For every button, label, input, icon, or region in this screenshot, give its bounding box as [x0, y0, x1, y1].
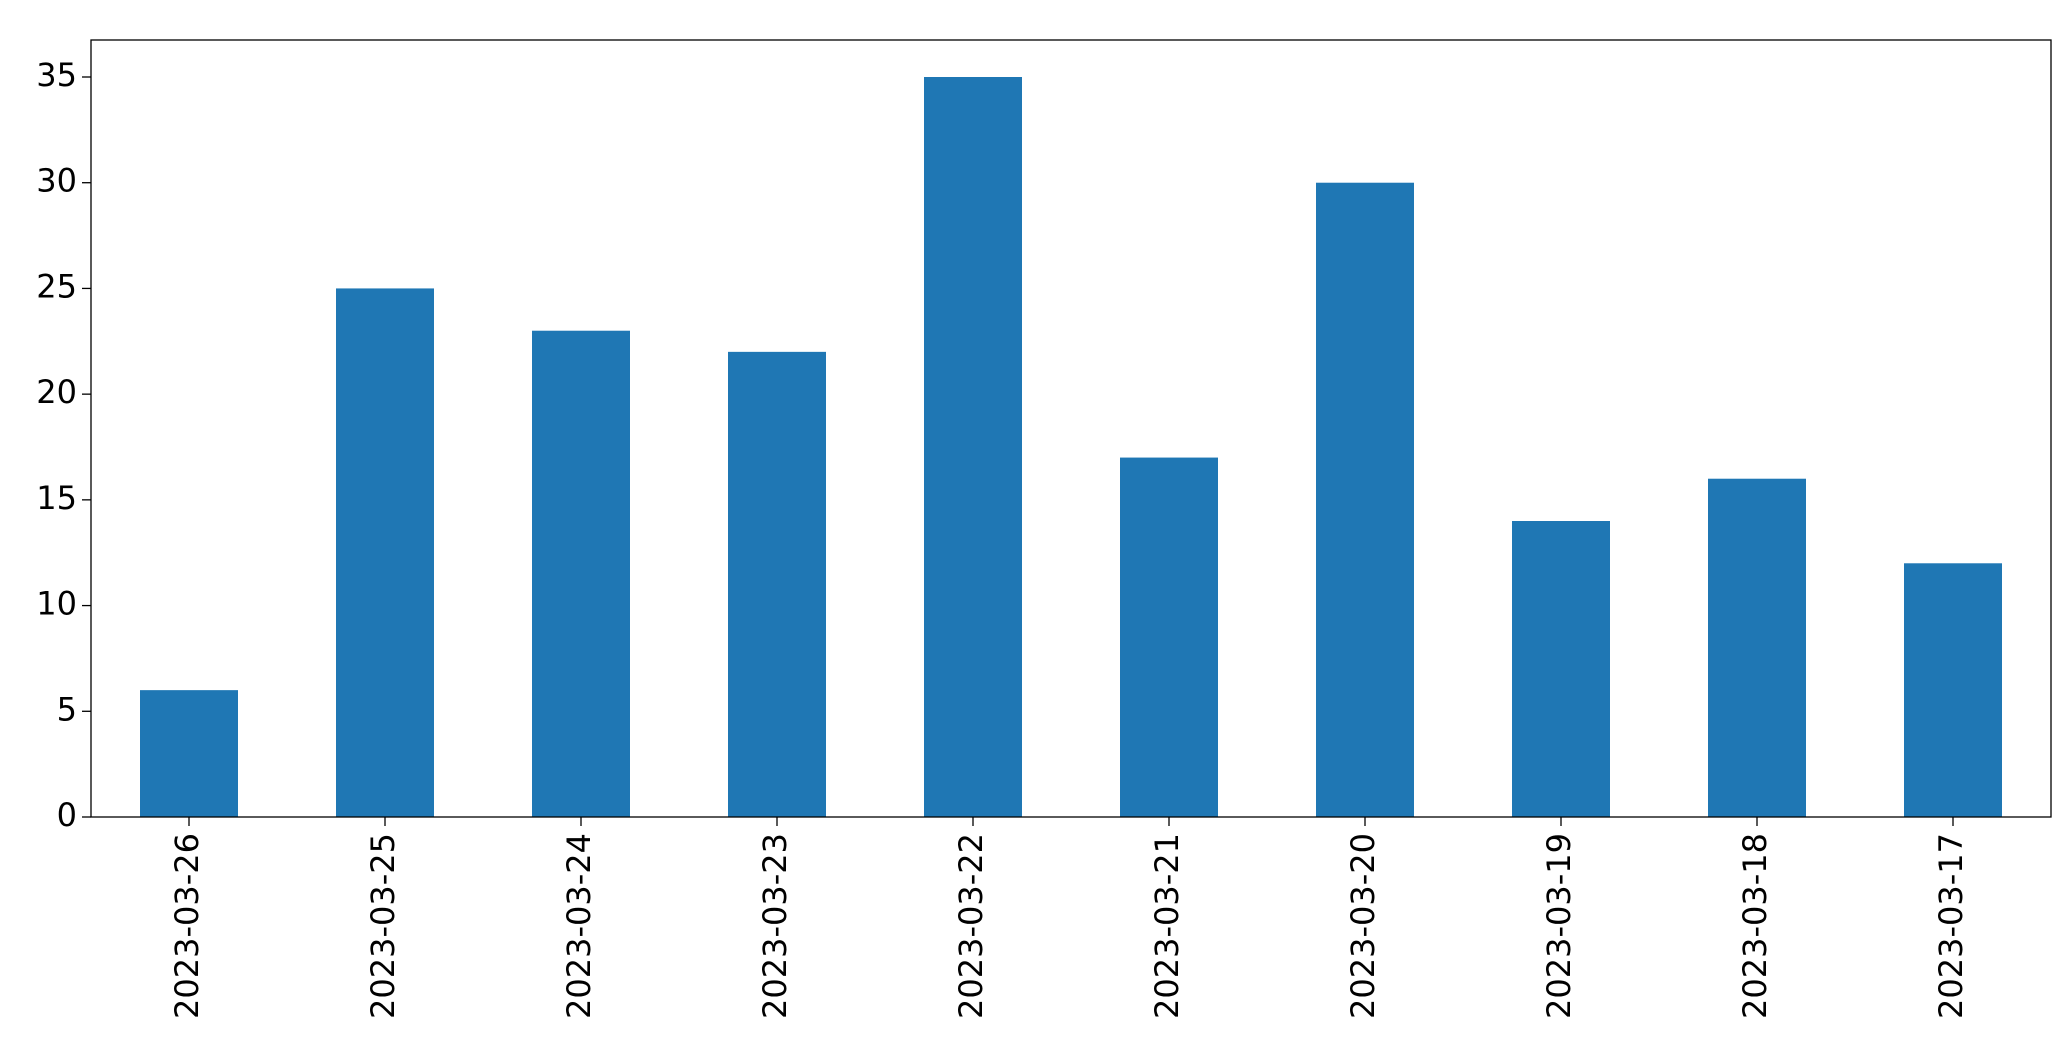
x-tick-label: 2023-03-21 — [1148, 833, 1186, 1019]
bar — [1316, 182, 1414, 817]
plot-frame — [90, 39, 2052, 818]
y-tick-label: 10 — [36, 585, 77, 623]
bar — [1708, 478, 1806, 817]
x-tick-label: 2023-03-18 — [1736, 833, 1774, 1019]
y-tick-label: 25 — [36, 267, 77, 305]
x-tick-label: 2023-03-24 — [560, 833, 598, 1019]
bar — [532, 330, 630, 817]
x-tick-label: 2023-03-23 — [756, 833, 794, 1019]
y-tick-label: 35 — [36, 56, 77, 94]
bar — [728, 351, 826, 817]
bar — [140, 690, 238, 817]
bar — [1512, 521, 1610, 817]
bar — [924, 77, 1022, 817]
bar — [1120, 457, 1218, 817]
x-tick-label: 2023-03-22 — [952, 833, 990, 1019]
bar — [336, 288, 434, 817]
y-tick-label: 20 — [36, 373, 77, 411]
y-tick-label: 15 — [36, 479, 77, 517]
bar — [1904, 563, 2002, 817]
x-tick-label: 2023-03-25 — [364, 833, 402, 1019]
y-tick-label: 30 — [36, 162, 77, 200]
y-tick-label: 0 — [57, 796, 77, 834]
y-tick-label: 5 — [57, 690, 77, 728]
x-tick-label: 2023-03-26 — [168, 833, 206, 1019]
x-tick-label: 2023-03-19 — [1540, 833, 1578, 1019]
x-tick-label: 2023-03-17 — [1932, 833, 1970, 1019]
x-tick-label: 2023-03-20 — [1344, 833, 1382, 1019]
